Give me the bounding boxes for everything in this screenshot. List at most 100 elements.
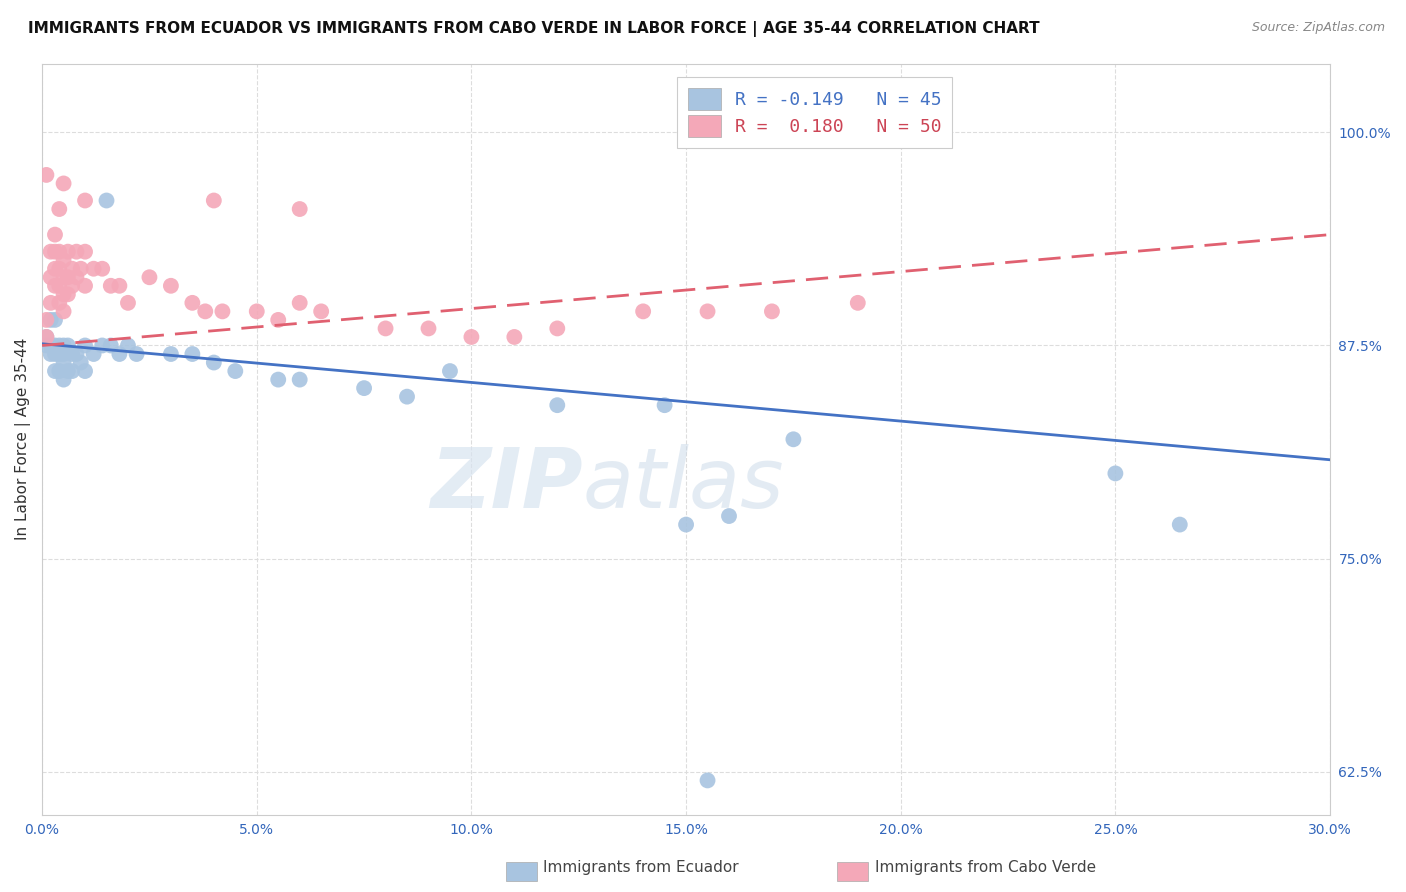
Text: ZIP: ZIP [430,444,583,524]
Point [60,364,83,378]
Point [782,432,804,446]
Point [288,296,311,310]
Point [48,347,70,361]
Point [309,304,332,318]
Point [48,202,70,216]
Point [48,261,70,276]
Point [696,304,718,318]
Point [246,304,269,318]
Point [108,347,131,361]
Point [35,338,58,352]
Point [39,338,62,352]
Point [60,278,83,293]
Text: atlas: atlas [583,444,785,524]
Text: Immigrants from Cabo Verde: Immigrants from Cabo Verde [875,861,1095,875]
Point [83,261,105,276]
Point [69,355,91,369]
Point [48,296,70,310]
Point [52,338,75,352]
Point [1168,517,1191,532]
Point [503,330,526,344]
Point [546,398,568,412]
Point [108,278,131,293]
Point [48,244,70,259]
Point [73,338,96,352]
Point [56,338,79,352]
Point [117,338,139,352]
Point [374,321,396,335]
Point [194,304,217,318]
Point [44,364,66,378]
Point [181,347,204,361]
Point [202,355,225,369]
Point [39,244,62,259]
Point [44,347,66,361]
Point [117,296,139,310]
Point [65,347,87,361]
Point [39,347,62,361]
Point [439,364,461,378]
Point [35,330,58,344]
Point [39,296,62,310]
Point [56,287,79,301]
Point [48,278,70,293]
Point [56,364,79,378]
Point [138,270,160,285]
Point [56,270,79,285]
Point [73,364,96,378]
Text: Immigrants from Ecuador: Immigrants from Ecuador [543,861,738,875]
Point [52,373,75,387]
Point [675,517,697,532]
Point [35,168,58,182]
Point [654,398,676,412]
Point [846,296,869,310]
Point [52,270,75,285]
Text: Source: ZipAtlas.com: Source: ZipAtlas.com [1251,21,1385,34]
Point [44,313,66,327]
Point [91,261,114,276]
Point [39,313,62,327]
Point [181,296,204,310]
Point [73,244,96,259]
Point [44,261,66,276]
Point [52,287,75,301]
Point [418,321,440,335]
Point [224,364,246,378]
Point [100,338,122,352]
Point [56,244,79,259]
Point [546,321,568,335]
Point [73,278,96,293]
Point [631,304,654,318]
Point [160,278,183,293]
Point [717,509,740,524]
Point [125,347,148,361]
Point [288,373,311,387]
Point [52,253,75,268]
Point [73,194,96,208]
Point [288,202,311,216]
Point [267,373,290,387]
Point [65,244,87,259]
Point [60,261,83,276]
Point [1104,467,1126,481]
Point [91,338,114,352]
Point [395,390,418,404]
Point [696,773,718,788]
Point [100,278,122,293]
Point [35,313,58,327]
Point [39,270,62,285]
Point [48,338,70,352]
Legend: R = -0.149   N = 45, R =  0.180   N = 50: R = -0.149 N = 45, R = 0.180 N = 50 [678,77,952,148]
Point [52,177,75,191]
Point [353,381,375,395]
Point [44,244,66,259]
Point [44,227,66,242]
Point [761,304,783,318]
Point [65,270,87,285]
Point [35,330,58,344]
Point [48,364,70,378]
Point [44,278,66,293]
Point [44,338,66,352]
Point [69,261,91,276]
Point [267,313,290,327]
